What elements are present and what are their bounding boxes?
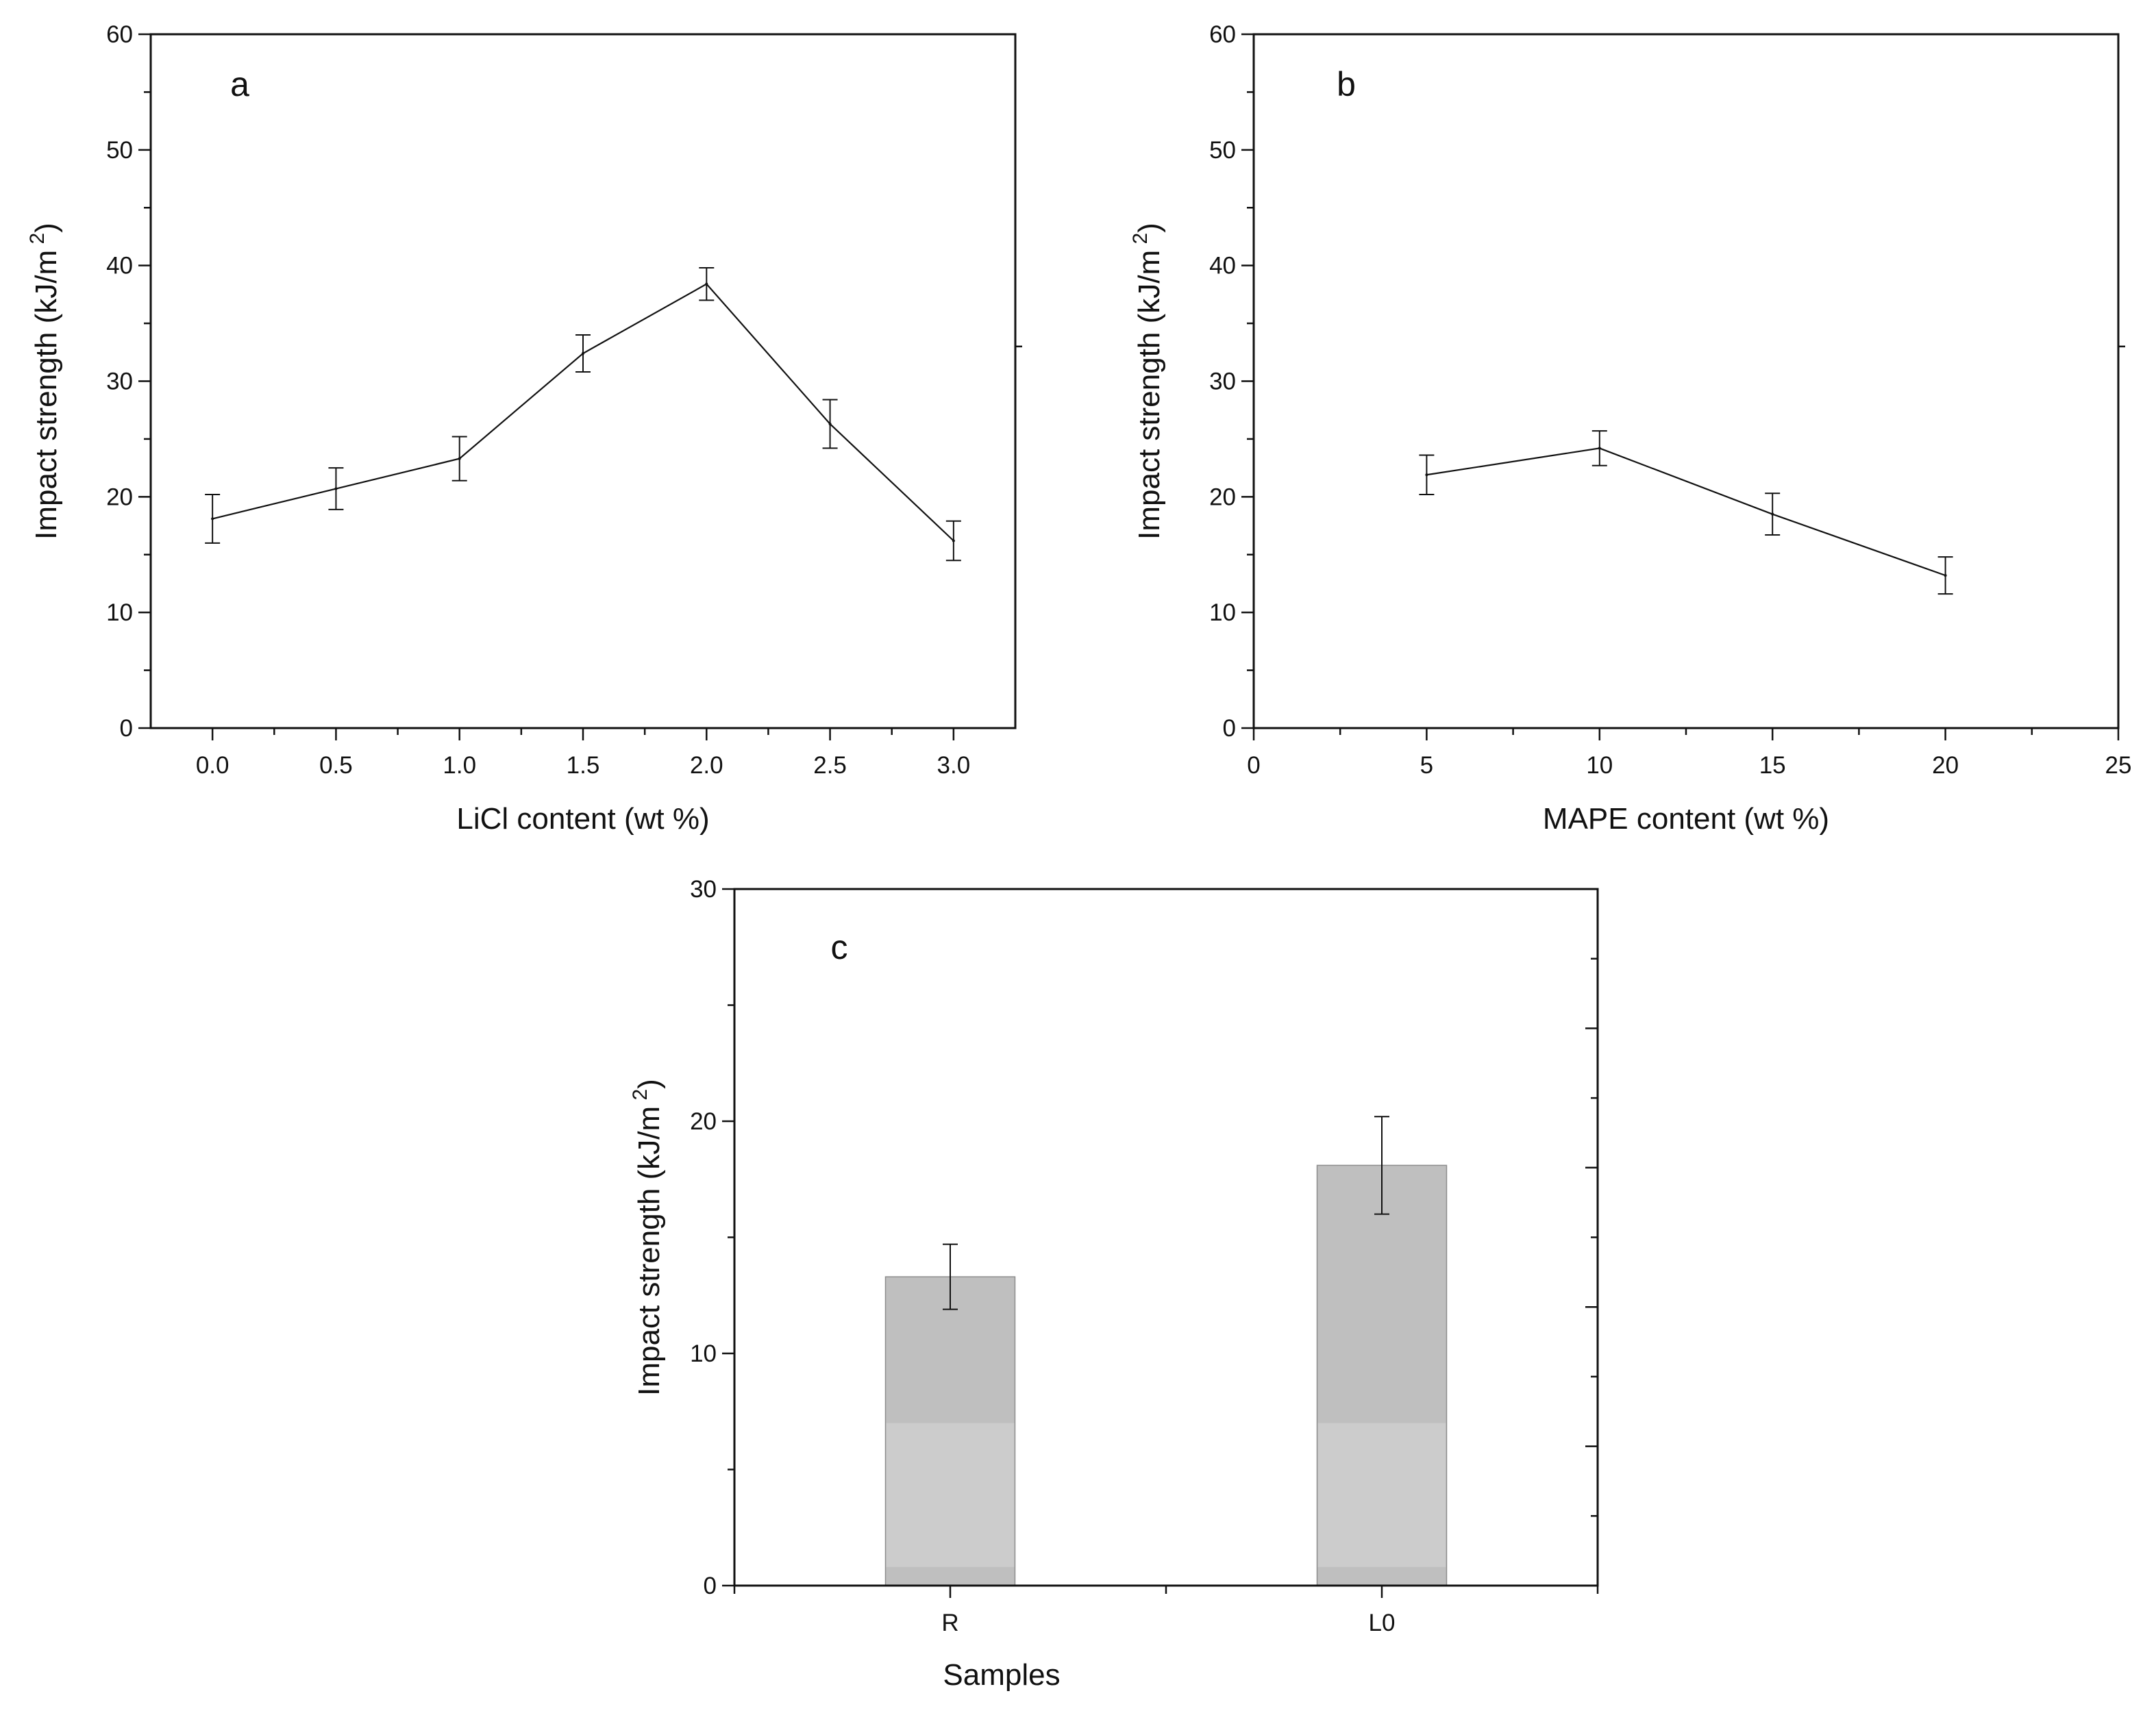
x-tick-label: 1.0 — [443, 752, 476, 779]
panel-letter: a — [230, 65, 249, 103]
x-tick-label: 0.0 — [196, 752, 230, 779]
x-tick-label: 3.0 — [937, 752, 971, 779]
y-tick-label: 0 — [1223, 715, 1236, 742]
panel-b-line-chart: 0 10 20 30 40 50 60 0 5 10 15 20 25 MAPE content (wt … — [1129, 21, 2131, 836]
y-tick-label: 10 — [106, 599, 133, 626]
y-axis-label-close: ) — [29, 223, 63, 233]
y-axis-label: Impact strength (kJ/m 2) — [1129, 223, 1166, 540]
y-tick-label: 20 — [106, 484, 133, 510]
x-tick-label: 25 — [2105, 752, 2132, 779]
y-axis-label: Impact strength (kJ/m 2) — [26, 223, 63, 540]
data-point — [828, 422, 832, 425]
y-tick-label: 40 — [106, 253, 133, 279]
x-tick-label: 2.0 — [690, 752, 723, 779]
plot-frame — [1252, 33, 2120, 729]
x-tick-label: 10 — [1586, 752, 1613, 779]
x-tick-label: R — [941, 1610, 958, 1636]
y-tick-label: 10 — [1209, 599, 1236, 626]
y-tick-label: 40 — [1209, 253, 1236, 279]
y-tick-label: 30 — [1209, 368, 1236, 395]
y-axis-label: Impact strength (kJ/m 2) — [629, 1079, 666, 1396]
y-tick-label: 20 — [1209, 484, 1236, 510]
data-point — [1944, 574, 1947, 577]
plot-frame — [733, 888, 1599, 1587]
x-tick-label: L0 — [1369, 1610, 1396, 1636]
y-tick-label: 0 — [704, 1573, 717, 1599]
x-tick-label: 0 — [1247, 752, 1260, 779]
panel-c-bar-chart: 0 10 20 30 R L0 Samples Impact strength (kJ/m 2… — [629, 876, 1599, 1692]
data-point — [1598, 447, 1601, 450]
panel-a-line-chart: 0 10 20 30 40 50 60 0.0 0.5 1.0 1.5 2.0 2.5 3.0 LiCl c… — [26, 21, 1022, 836]
x-axis-label: MAPE content (wt %) — [1543, 802, 1829, 836]
panel-letter: b — [1337, 65, 1356, 103]
panel-letter: c — [831, 928, 848, 966]
y-tick-label: 30 — [690, 876, 717, 903]
y-tick-label: 30 — [106, 368, 133, 395]
x-tick-label: 15 — [1759, 752, 1786, 779]
x-tick-label: 2.5 — [813, 752, 847, 779]
series-line — [1426, 447, 1946, 577]
plot-frame — [149, 33, 1017, 729]
y-tick-label: 60 — [106, 21, 133, 48]
data-point — [1771, 512, 1774, 516]
data-point — [1425, 473, 1428, 477]
data-point — [334, 487, 338, 490]
y-tick-label: 10 — [690, 1340, 717, 1367]
x-tick-label: 5 — [1420, 752, 1433, 779]
bar-shade-band — [1317, 1423, 1446, 1567]
y-axis-label-text: Impact strength (kJ/m — [632, 1106, 666, 1396]
y-tick-label: 20 — [690, 1108, 717, 1135]
data-point — [952, 539, 955, 542]
x-axis-label: Samples — [943, 1658, 1060, 1692]
x-tick-label: 0.5 — [319, 752, 353, 779]
y-axis-label-close: ) — [1132, 223, 1166, 233]
data-point — [211, 517, 214, 521]
series-line — [212, 283, 954, 542]
y-tick-label: 60 — [1209, 21, 1236, 48]
bar-shade-band — [886, 1423, 1015, 1567]
y-tick-label: 0 — [120, 715, 133, 742]
x-axis-label: LiCl content (wt %) — [456, 802, 709, 836]
y-tick-label: 50 — [106, 137, 133, 164]
data-point — [458, 457, 461, 460]
data-point — [705, 282, 708, 286]
data-point — [582, 351, 584, 355]
x-tick-label: 20 — [1932, 752, 1959, 779]
y-axis-label-text: Impact strength (kJ/m — [29, 250, 63, 540]
y-axis-label-superscript: 2 — [26, 233, 49, 250]
y-tick-label: 50 — [1209, 137, 1236, 164]
y-axis-label-superscript: 2 — [629, 1089, 652, 1106]
x-tick-label: 1.5 — [567, 752, 600, 779]
y-axis-label-text: Impact strength (kJ/m — [1132, 250, 1166, 540]
y-axis-label-close: ) — [632, 1079, 666, 1089]
y-axis-label-superscript: 2 — [1129, 233, 1152, 250]
